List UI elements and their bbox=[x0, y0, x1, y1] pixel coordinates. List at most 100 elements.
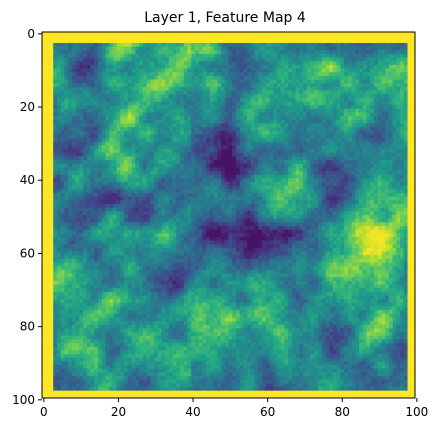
heatmap-cell bbox=[235, 39, 241, 44]
heatmap-cell bbox=[377, 130, 382, 135]
heatmap-cell bbox=[68, 116, 73, 121]
heatmap-cell bbox=[172, 134, 177, 139]
heatmap-cell bbox=[198, 204, 203, 209]
heatmap-cell bbox=[79, 112, 84, 117]
heatmap-cell bbox=[247, 42, 252, 47]
heatmap-cell bbox=[127, 97, 132, 102]
heatmap-cell bbox=[176, 35, 181, 40]
heatmap-cell bbox=[273, 167, 278, 172]
heatmap-cell bbox=[299, 97, 304, 102]
heatmap-cell bbox=[280, 105, 285, 110]
heatmap-cell bbox=[120, 97, 125, 102]
heatmap-cell bbox=[97, 138, 103, 143]
heatmap-cell bbox=[232, 207, 237, 212]
heatmap-cell bbox=[172, 42, 177, 47]
heatmap-cell bbox=[396, 127, 401, 132]
heatmap-cell bbox=[247, 86, 252, 91]
heatmap-cell bbox=[90, 50, 95, 55]
heatmap-cell bbox=[120, 127, 125, 132]
heatmap-cell bbox=[228, 207, 233, 212]
heatmap-cell bbox=[276, 75, 282, 80]
heatmap-cell bbox=[258, 42, 263, 47]
heatmap-cell bbox=[49, 123, 54, 128]
heatmap-cell bbox=[71, 163, 76, 168]
heatmap-cell bbox=[97, 156, 103, 161]
heatmap-cell bbox=[232, 200, 237, 205]
heatmap-cell bbox=[381, 86, 386, 91]
heatmap-cell bbox=[56, 39, 61, 44]
heatmap-cell bbox=[258, 64, 263, 69]
heatmap-cell bbox=[303, 112, 308, 117]
heatmap-cell bbox=[86, 211, 91, 216]
heatmap-cell bbox=[306, 75, 311, 80]
heatmap-cell bbox=[385, 130, 390, 135]
heatmap-cell bbox=[64, 138, 69, 143]
heatmap-cell bbox=[314, 39, 319, 44]
heatmap-cell bbox=[53, 112, 58, 117]
heatmap-cell bbox=[235, 174, 241, 179]
heatmap-cell bbox=[221, 35, 226, 40]
heatmap-cell bbox=[135, 171, 140, 176]
heatmap-cell bbox=[64, 134, 69, 139]
heatmap-cell bbox=[411, 149, 416, 154]
heatmap-cell bbox=[250, 149, 255, 154]
heatmap-cell bbox=[224, 94, 229, 99]
heatmap-cell bbox=[370, 105, 375, 110]
heatmap-cell bbox=[202, 160, 207, 165]
heatmap-cell bbox=[120, 53, 125, 58]
heatmap-cell bbox=[235, 200, 241, 205]
heatmap-cell bbox=[198, 97, 203, 102]
heatmap-cell bbox=[127, 105, 132, 110]
heatmap-cell bbox=[146, 61, 151, 66]
heatmap-cell bbox=[161, 141, 166, 146]
heatmap-cell bbox=[105, 50, 110, 55]
heatmap-cell bbox=[94, 178, 99, 183]
heatmap-cell bbox=[56, 53, 61, 58]
heatmap-cell bbox=[165, 138, 170, 143]
heatmap-cell bbox=[79, 94, 84, 99]
heatmap-cell bbox=[310, 160, 315, 165]
heatmap-cell bbox=[168, 185, 173, 190]
heatmap-cell bbox=[146, 90, 151, 95]
heatmap-cell bbox=[318, 178, 323, 183]
heatmap-cell bbox=[64, 53, 69, 58]
heatmap-cell bbox=[291, 193, 296, 198]
heatmap-cell bbox=[385, 39, 390, 44]
heatmap-cell bbox=[269, 75, 274, 80]
heatmap-cell bbox=[124, 112, 129, 117]
heatmap-cell bbox=[142, 116, 147, 121]
heatmap-cell bbox=[235, 138, 241, 143]
heatmap-cell bbox=[381, 167, 386, 172]
heatmap-cell bbox=[228, 86, 233, 91]
heatmap-cell bbox=[105, 94, 110, 99]
heatmap-cell bbox=[314, 171, 319, 176]
heatmap-cell bbox=[127, 200, 132, 205]
heatmap-cell bbox=[180, 138, 185, 143]
heatmap-cell bbox=[276, 182, 282, 187]
heatmap-cell bbox=[75, 141, 80, 146]
heatmap-cell bbox=[94, 86, 99, 91]
heatmap-cell bbox=[150, 79, 155, 84]
heatmap-cell bbox=[288, 189, 293, 194]
heatmap-cell bbox=[146, 35, 151, 40]
heatmap-cell bbox=[90, 83, 95, 88]
heatmap-cell bbox=[299, 75, 304, 80]
heatmap-cell bbox=[187, 101, 192, 106]
heatmap-cell bbox=[400, 32, 405, 37]
heatmap-cell bbox=[138, 90, 144, 95]
heatmap-cell bbox=[362, 101, 367, 106]
heatmap-cell bbox=[247, 123, 252, 128]
heatmap-cell bbox=[377, 163, 382, 168]
heatmap-cell bbox=[176, 94, 181, 99]
heatmap-cell bbox=[206, 94, 211, 99]
heatmap-cell bbox=[258, 156, 263, 161]
heatmap-cell bbox=[262, 123, 267, 128]
heatmap-cell bbox=[318, 90, 323, 95]
heatmap-cell bbox=[388, 196, 393, 201]
heatmap-cell bbox=[280, 171, 285, 176]
heatmap-cell bbox=[124, 86, 129, 91]
heatmap-cell bbox=[60, 97, 65, 102]
heatmap-cell bbox=[388, 174, 393, 179]
heatmap-cell bbox=[243, 97, 248, 102]
heatmap-cell bbox=[344, 178, 349, 183]
